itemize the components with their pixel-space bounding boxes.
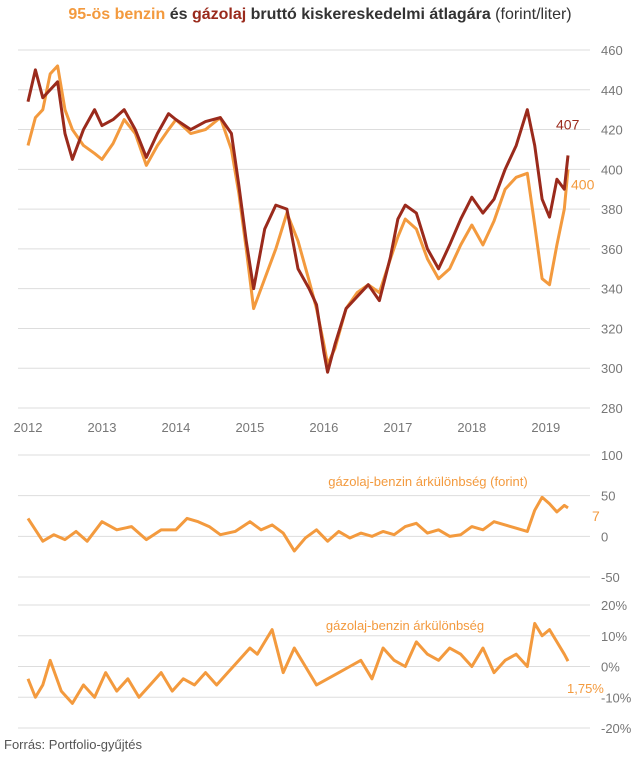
x-tick-label: 2013 (88, 420, 117, 435)
y-tick-label: 320 (601, 321, 623, 336)
y-tick-label: -50 (601, 570, 620, 585)
source-note: Forrás: Portfolio-gyűjtés (4, 737, 142, 752)
x-tick-label: 2018 (457, 420, 486, 435)
x-tick-label: 2016 (309, 420, 338, 435)
y-tick-label: 10% (601, 629, 627, 644)
x-tick-label: 2015 (235, 420, 264, 435)
series-line-diff-percent (26, 621, 570, 705)
title-gazolaj: gázolaj (191, 6, 247, 23)
y-tick-label: 340 (601, 282, 623, 297)
y-tick-label: 380 (601, 202, 623, 217)
annotation-forint: gázolaj-benzin árkülönbség (forint) (328, 474, 527, 489)
x-tick-label: 2012 (14, 420, 43, 435)
annotation-percent: gázolaj-benzin árkülönbség (326, 618, 484, 633)
chart-title: 95-ös benzin és gázolaj bruttó kiskeresk… (0, 6, 640, 24)
last-value-diff-forint: 7 (592, 508, 600, 524)
last-value-diff-percent: 1,75% (567, 681, 604, 696)
series-line-diff-forint (26, 495, 569, 553)
y-tick-label: 460 (601, 43, 623, 58)
y-tick-label: 400 (601, 162, 623, 177)
y-tick-label: -20% (601, 721, 632, 736)
x-tick-label: 2017 (383, 420, 412, 435)
series-line-benzin (26, 64, 570, 366)
y-tick-label: 20% (601, 598, 627, 613)
last-value-gazolaj: 407 (556, 116, 580, 132)
x-tick-label: 2019 (531, 420, 560, 435)
x-tick-label: 2014 (161, 420, 190, 435)
title-and: és (165, 6, 192, 23)
y-tick-label: 0 (601, 529, 608, 544)
y-tick-label: 100 (601, 448, 623, 463)
y-tick-label: 0% (601, 660, 620, 675)
title-rest: bruttó kiskereskedelmi átlagára (246, 6, 491, 23)
last-value-benzin: 400 (571, 176, 595, 192)
y-tick-label: 280 (601, 401, 623, 416)
title-unit: (forint/liter) (490, 6, 572, 23)
y-tick-label: 440 (601, 83, 623, 98)
y-tick-label: 360 (601, 242, 623, 257)
y-tick-label: -10% (601, 690, 632, 705)
y-tick-label: 300 (601, 361, 623, 376)
y-tick-label: 420 (601, 123, 623, 138)
title-benzin: 95-ös benzin (68, 6, 166, 23)
series-line-gazolaj (26, 68, 570, 374)
y-tick-label: 50 (601, 489, 615, 504)
